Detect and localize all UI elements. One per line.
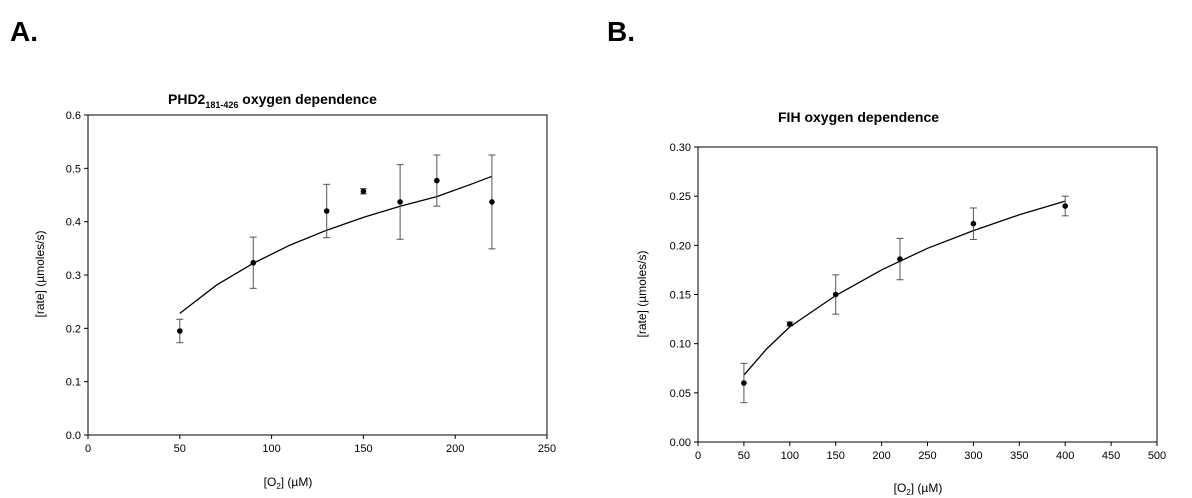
chart-a-xtick-label: 100 <box>262 443 280 455</box>
chart-b-data-point <box>787 321 793 327</box>
chart-b-data-point <box>832 291 839 298</box>
chart-a-xtick-label: 50 <box>174 443 186 455</box>
chart-a-ytick-label: 0.0 <box>66 430 81 442</box>
chart-b-ytick-label: 0.25 <box>670 191 691 203</box>
chart-a-data-point <box>434 177 440 184</box>
chart-a-ylabel: [rate] (µmoles/s) <box>33 231 47 318</box>
chart-b-xtick-label: 0 <box>695 450 701 462</box>
chart-b-ylabel: [rate] (µmoles/s) <box>635 251 649 338</box>
chart-b-title: FIH oxygen dependence <box>778 109 939 125</box>
chart-a-ytick-label: 0.1 <box>66 377 81 389</box>
chart-a-fit-curve <box>179 175 493 314</box>
chart-a-xtick-label: 200 <box>446 443 464 455</box>
chart-b-ytick-label: 0.10 <box>670 339 691 351</box>
chart-b-frame <box>697 146 1158 443</box>
chart-a-data-point <box>397 199 403 205</box>
chart-a-data-point <box>489 199 495 205</box>
chart-b-data-point <box>897 256 903 262</box>
chart-b-data-point <box>970 220 977 227</box>
chart-a-xtick-label: 0 <box>85 443 91 455</box>
chart-a-frame <box>87 114 548 436</box>
chart-b-xtick-label: 100 <box>781 450 799 462</box>
chart-a-data-point <box>177 328 183 334</box>
chart-b-ytick-label: 0.15 <box>670 290 691 302</box>
chart-b-xtick-label: 50 <box>738 450 750 462</box>
chart-a-data-point <box>250 259 257 266</box>
chart-a-xlabel: [O2] (µM) <box>264 475 313 491</box>
chart-b-xtick-label: 450 <box>1102 450 1120 462</box>
panel-label-a: A. <box>10 16 38 47</box>
chart-b-fit-curve <box>743 200 1066 376</box>
chart-a-ytick-label: 0.3 <box>66 270 81 282</box>
chart-b-plot: 0 50 100 150 200 250 300 350 400 450 500 0.00 0.05 0.… <box>670 142 1167 462</box>
chart-a-ytick-label: 0.2 <box>66 323 81 335</box>
chart-a-ytick-label: 0.6 <box>66 110 81 122</box>
chart-b-ytick-label: 0.30 <box>670 142 691 154</box>
chart-a-data-point <box>323 208 330 214</box>
chart-a-title: PHD2181-426 oxygen dependence <box>168 91 377 110</box>
chart-b-xtick-label: 300 <box>964 450 982 462</box>
chart-b-xtick-label: 200 <box>872 450 890 462</box>
chart-a-ytick-label: 0.4 <box>66 217 81 229</box>
chart-a-plot: 0 50 100 150 200 250 0.0 0.1 0.2 0.3 0.4 0.5 0.6 <box>66 110 556 455</box>
chart-b-xtick-label: 350 <box>1010 450 1028 462</box>
chart-b-data-point <box>1062 203 1068 209</box>
chart-b-xtick-label: 500 <box>1148 450 1166 462</box>
chart-b-xtick-label: 400 <box>1056 450 1074 462</box>
chart-b-xtick-label: 250 <box>918 450 936 462</box>
chart-a-xtick-label: 150 <box>354 443 372 455</box>
chart-b-xlabel: [O2] (µM) <box>894 481 943 497</box>
chart-a-ytick-label: 0.5 <box>66 163 81 175</box>
chart-b-ytick-label: 0.20 <box>670 240 691 252</box>
chart-a-data-point <box>360 188 367 195</box>
chart-b-ytick-label: 0.05 <box>670 388 691 400</box>
panel-label-b: B. <box>607 16 635 47</box>
chart-a-xtick-label: 250 <box>538 443 556 455</box>
chart-b-xtick-label: 150 <box>827 450 845 462</box>
chart-b-ytick-label: 0.00 <box>670 437 691 449</box>
chart-b-data-point <box>741 380 747 386</box>
